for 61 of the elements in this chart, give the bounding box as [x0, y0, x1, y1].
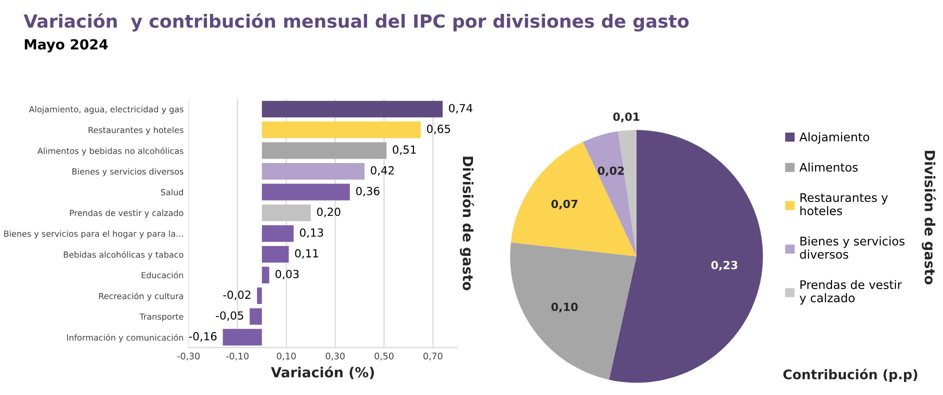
- y-axis-title: División de gasto: [460, 156, 474, 290]
- y-tick-label: Salud: [161, 188, 183, 196]
- data-label: 0,02: [598, 166, 624, 176]
- y-tick-label: Información y comunicación: [67, 334, 184, 342]
- data-label: -0,16: [189, 332, 217, 342]
- y-tick-label: Bienes y servicios para el hogar y para la...: [4, 230, 183, 238]
- data-label: 0,20: [317, 208, 340, 218]
- y-tick-label: Prendas de vestir y calzado: [70, 210, 184, 218]
- data-label: 0,13: [300, 228, 324, 238]
- data-label: 0,01: [613, 112, 640, 122]
- legend-label: Restaurantes y hoteles: [800, 193, 888, 216]
- data-label: -0,05: [216, 311, 244, 321]
- y-tick-label: Educación: [142, 272, 184, 278]
- data-label: 0,11: [295, 249, 318, 259]
- y-tick-label: Restaurantes y hoteles: [88, 126, 184, 135]
- legend-label: Prendas de vestir y calzado: [800, 280, 902, 305]
- legend-label: Alojamiento: [799, 132, 870, 144]
- bar: [262, 184, 350, 200]
- bar: [262, 100, 443, 118]
- x-tick-label: 0,50: [374, 352, 394, 360]
- text: Contribución (p.p): [783, 368, 918, 382]
- data-label: 0,51: [392, 145, 416, 155]
- y-tick-label: Alojamiento, agua, electricidad y gas: [28, 106, 184, 114]
- data-label: 0,03: [276, 270, 299, 280]
- data-label: 0,42: [370, 166, 394, 176]
- bar: [262, 225, 294, 242]
- x-tick-label: -0,30: [177, 352, 200, 360]
- bar: [262, 122, 421, 138]
- data-label: 0,10: [551, 302, 578, 312]
- bar: [262, 142, 386, 159]
- text: Mayo 2024: [24, 39, 108, 52]
- data-label: 0,07: [551, 200, 578, 210]
- y-tick-label: Alimentos y bebidas no alcohólicas: [37, 147, 184, 156]
- data-label: -0,02: [223, 290, 250, 300]
- bar: [262, 163, 365, 180]
- data-label: 0,65: [426, 124, 450, 134]
- bar: [257, 287, 262, 304]
- bar: [250, 308, 262, 325]
- y-tick-label: Bebidas alcohólicas y tabaco: [64, 250, 184, 260]
- bar: [262, 204, 311, 222]
- pie-slice: [582, 131, 637, 256]
- x-tick-label: 0,30: [326, 352, 345, 360]
- data-label: 0,23: [711, 260, 738, 271]
- x-tick-label: -0,10: [226, 352, 249, 360]
- x-tick-label: 0,70: [423, 352, 442, 360]
- x-tick-label: 0,10: [276, 352, 296, 360]
- legend-label: Alimentos: [799, 162, 858, 172]
- data-label: 0,36: [356, 186, 380, 196]
- y-tick-label: Transporte: [139, 314, 184, 322]
- pie-slice: [510, 242, 637, 380]
- bar: [262, 266, 270, 284]
- text: División de gasto: [922, 150, 936, 284]
- pie-slice: [510, 142, 637, 256]
- bar: [222, 328, 262, 346]
- y-tick-label: Recreación y cultura: [99, 292, 183, 301]
- chart-title: Variación y contribución mensual del IPC por divisiones de gasto: [24, 13, 689, 32]
- y-tick-label: Bienes y servicios diversos: [72, 168, 184, 176]
- x-axis-title: Variación (%): [270, 366, 374, 380]
- bar: [262, 246, 289, 263]
- legend-label: Bienes y servicios diversos: [800, 236, 904, 259]
- data-label: 0,74: [448, 104, 472, 114]
